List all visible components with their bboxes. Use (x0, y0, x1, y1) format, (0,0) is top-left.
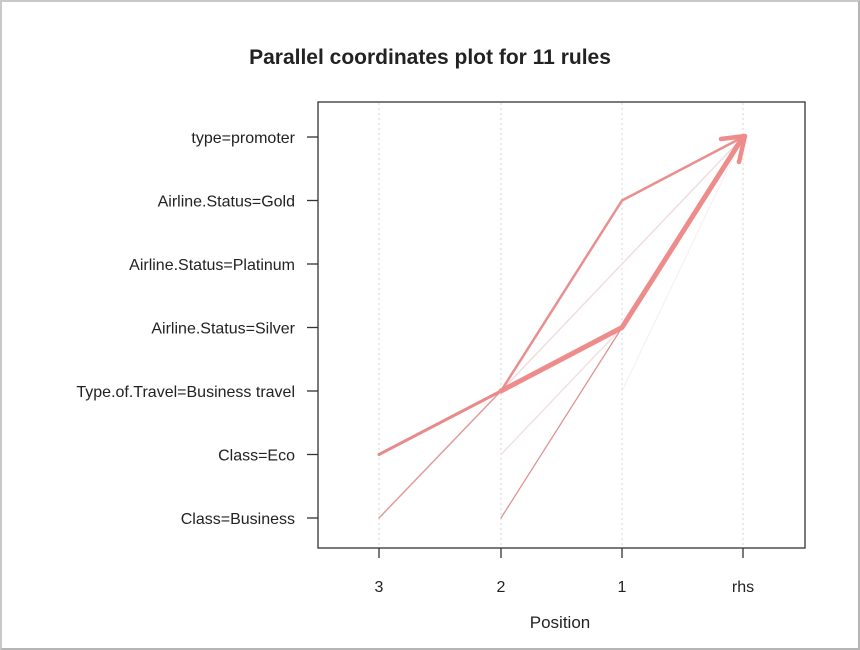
rule-line-7 (500, 139, 742, 456)
x-tick-label: 2 (497, 579, 506, 596)
y-tick-label: Type.of.Travel=Business travel (76, 384, 295, 401)
y-tick-label: Airline.Status=Platinum (129, 257, 295, 274)
plot-box (317, 101, 806, 549)
x-tick-label: rhs (732, 579, 754, 596)
rule-line-3 (499, 137, 741, 393)
y-axis: type=promoter Airline.Status=Gold Airline.… (76, 130, 318, 528)
rule-lines (377, 137, 744, 519)
chart-title: Parallel coordinates plot for 11 rules (249, 46, 611, 69)
y-tick-label: Class=Eco (218, 448, 295, 465)
rule-line-6 (500, 139, 741, 392)
grid-lines (378, 103, 744, 547)
y-tick-label: Airline.Status=Gold (158, 194, 295, 211)
rule-line-10 (621, 140, 742, 392)
y-tick-label: Airline.Status=Silver (151, 321, 295, 338)
rule-line-1 (498, 137, 744, 394)
y-tick-label: Class=Business (181, 511, 295, 528)
rhs-arrowhead (718, 133, 748, 165)
x-tick-label: 3 (375, 579, 384, 596)
x-axis: 3 2 1 rhs (375, 548, 754, 596)
x-axis-title: Position (530, 613, 590, 632)
y-tick-label: type=promoter (191, 130, 295, 147)
x-tick-label: 1 (618, 579, 627, 596)
arrowhead-mark (718, 133, 748, 165)
